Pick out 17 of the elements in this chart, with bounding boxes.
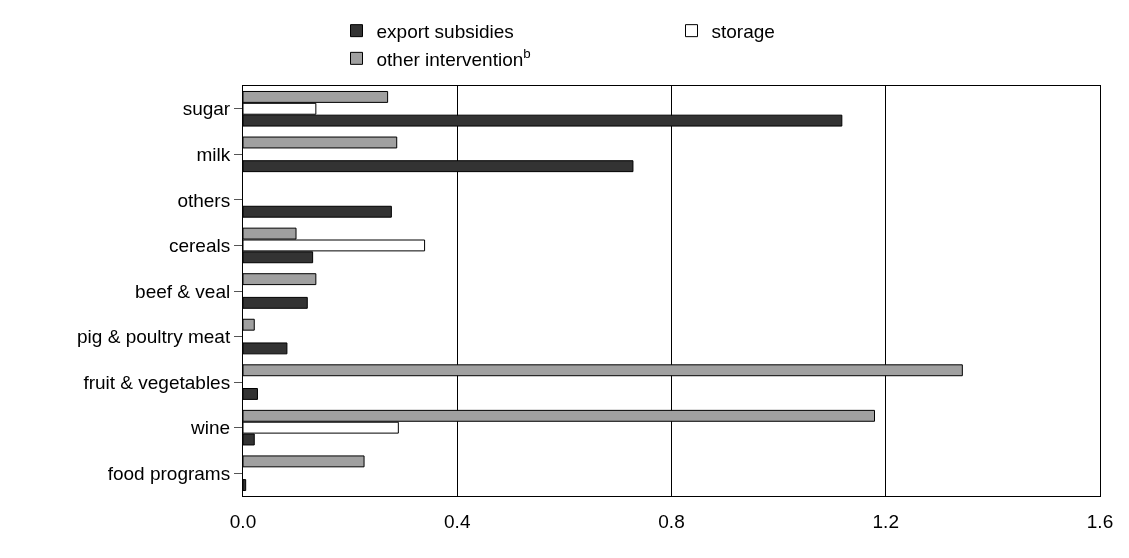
x-tick-label: 0.4: [444, 510, 471, 532]
legend-label: other intervention$^{b}$: [376, 45, 531, 70]
y-tick-label: food programs: [107, 462, 231, 484]
x-tick-label: 1.6: [1086, 510, 1114, 532]
y-tick-label: milk: [196, 143, 231, 165]
y-tick-label: sugar: [182, 98, 231, 120]
x-tick-label: 0.8: [658, 510, 685, 532]
legend-label: storage: [711, 21, 775, 43]
y-tick-label: wine: [190, 417, 231, 439]
y-tick-label: pig & poultry meat: [77, 326, 231, 348]
y-tick-label: fruit & vegetables: [83, 371, 231, 393]
legend-label: export subsidies: [376, 21, 514, 43]
x-tick-label: 0.0: [229, 510, 257, 532]
y-tick-label: others: [177, 189, 231, 211]
y-tick-label: cereals: [168, 235, 231, 257]
y-tick-label: beef & veal: [135, 280, 231, 302]
x-tick-label: 1.2: [872, 510, 899, 532]
